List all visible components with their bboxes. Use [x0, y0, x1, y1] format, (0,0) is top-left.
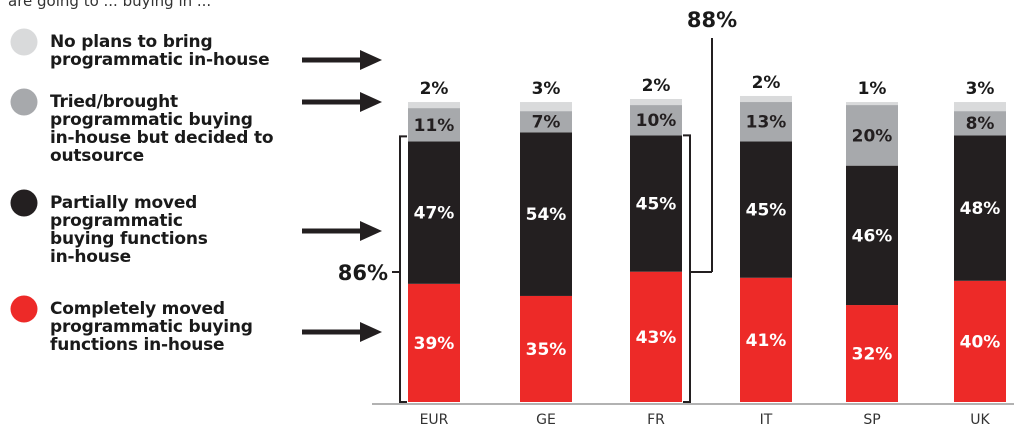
bar-segment-fr-3	[630, 99, 682, 106]
arrow-head-2	[360, 221, 382, 241]
bar-segment-fr-2	[630, 105, 682, 136]
bracket-label-86: 86%	[338, 261, 388, 285]
legend-label-2-line-3: in-house	[50, 247, 131, 267]
data-label-uk-1: 48%	[960, 199, 1001, 219]
bar-segment-ge-1	[520, 132, 572, 296]
cropped-header-text: are going to ... buying in ...	[8, 0, 211, 10]
legend-label-1-line-1: programmatic buying	[50, 110, 253, 130]
bar-segment-sp-2	[846, 105, 898, 166]
bar-segment-fr-1	[630, 135, 682, 272]
bracket-86	[399, 135, 407, 403]
data-label-it-2: 13%	[746, 113, 787, 133]
bar-segment-uk-1	[954, 135, 1006, 281]
legend-swatch-3	[10, 295, 38, 323]
bar-segment-eur-1	[408, 141, 460, 284]
legend-label-3-line-1: programmatic buying	[50, 317, 253, 337]
bar-segment-eur-2	[408, 108, 460, 142]
bar-segment-uk-0	[954, 280, 1006, 402]
legend-arrows	[302, 50, 382, 342]
bracket-88	[683, 134, 691, 403]
data-label-sp-3: 1%	[858, 79, 887, 99]
bar-segment-eur-3	[408, 102, 460, 109]
data-label-fr-2: 10%	[636, 111, 677, 131]
legend-label-1-line-2: in-house but decided to	[50, 128, 273, 148]
data-label-ge-2: 7%	[532, 113, 561, 133]
data-label-eur-1: 47%	[414, 204, 455, 224]
data-label-it-1: 45%	[746, 201, 787, 221]
tick-label-it: IT	[760, 412, 773, 428]
bar-segment-uk-2	[954, 111, 1006, 136]
data-label-fr-1: 45%	[636, 195, 677, 215]
data-label-eur-3: 2%	[420, 79, 449, 99]
legend-swatch-0	[10, 28, 38, 56]
legend-label-3-line-2: functions in-house	[50, 335, 224, 355]
bars: 39% 47% 11% 2% 35% 54% 7% 3% 43% 45% 10% 2% 41% 45% 13…	[408, 73, 1006, 402]
data-label-ge-1: 54%	[526, 205, 567, 225]
bar-segment-it-1	[740, 141, 792, 278]
data-label-fr-0: 43%	[636, 328, 677, 348]
bar-segment-it-0	[740, 277, 792, 402]
legend-label-3-line-0: Completely moved	[50, 299, 225, 319]
arrow-head-3	[360, 322, 382, 342]
bracket-label-88: 88%	[687, 8, 737, 32]
legend-label-1-line-3: outsource	[50, 146, 144, 166]
bracket-annotations: 86% 88%	[338, 8, 737, 403]
tick-label-sp: SP	[863, 412, 880, 428]
arrow-head-0	[360, 50, 382, 70]
tick-label-uk: UK	[970, 412, 990, 428]
data-label-ge-3: 3%	[532, 79, 561, 99]
bar-segment-it-3	[740, 95, 792, 103]
bar-segment-sp-3	[846, 102, 898, 106]
data-label-eur-0: 39%	[414, 334, 455, 354]
tick-label-ge: GE	[536, 412, 556, 428]
legend-label-0-line-0: No plans to bring	[50, 32, 212, 52]
tick-label-eur: EUR	[420, 412, 449, 428]
legend-swatch-1	[10, 88, 38, 116]
bar-segment-ge-2	[520, 111, 572, 133]
data-label-sp-1: 46%	[852, 226, 893, 246]
bar-segment-ge-0	[520, 295, 572, 402]
bar-segment-sp-1	[846, 165, 898, 306]
bar-segment-ge-3	[520, 102, 572, 112]
data-label-ge-0: 35%	[526, 340, 567, 360]
data-label-sp-2: 20%	[852, 126, 893, 146]
data-label-sp-0: 32%	[852, 345, 893, 365]
x-axis: EUR GE FR IT SP UK	[372, 403, 1014, 428]
tick-label-fr: FR	[647, 412, 665, 428]
bar-segment-fr-0	[630, 271, 682, 402]
legend-swatch-2	[10, 189, 38, 217]
data-label-it-0: 41%	[746, 331, 787, 351]
bar-segment-sp-0	[846, 305, 898, 402]
legend-label-2-line-1: programmatic	[50, 211, 183, 231]
legend-label-1-line-0: Tried/brought	[50, 92, 178, 112]
legend-label-0-line-1: programmatic in-house	[50, 50, 269, 70]
data-label-it-3: 2%	[752, 73, 781, 93]
bar-segment-eur-0	[408, 283, 460, 402]
data-label-uk-2: 8%	[966, 114, 995, 134]
data-label-uk-3: 3%	[966, 79, 995, 99]
data-label-eur-2: 11%	[414, 116, 455, 136]
arrow-head-1	[360, 92, 382, 112]
bar-segment-uk-3	[954, 102, 1006, 112]
legend-label-2-line-0: Partially moved	[50, 193, 197, 213]
data-label-fr-3: 2%	[642, 76, 671, 96]
legend-label-2-line-2: buying functions	[50, 229, 208, 249]
data-label-uk-0: 40%	[960, 332, 1001, 352]
bar-segment-it-2	[740, 102, 792, 142]
